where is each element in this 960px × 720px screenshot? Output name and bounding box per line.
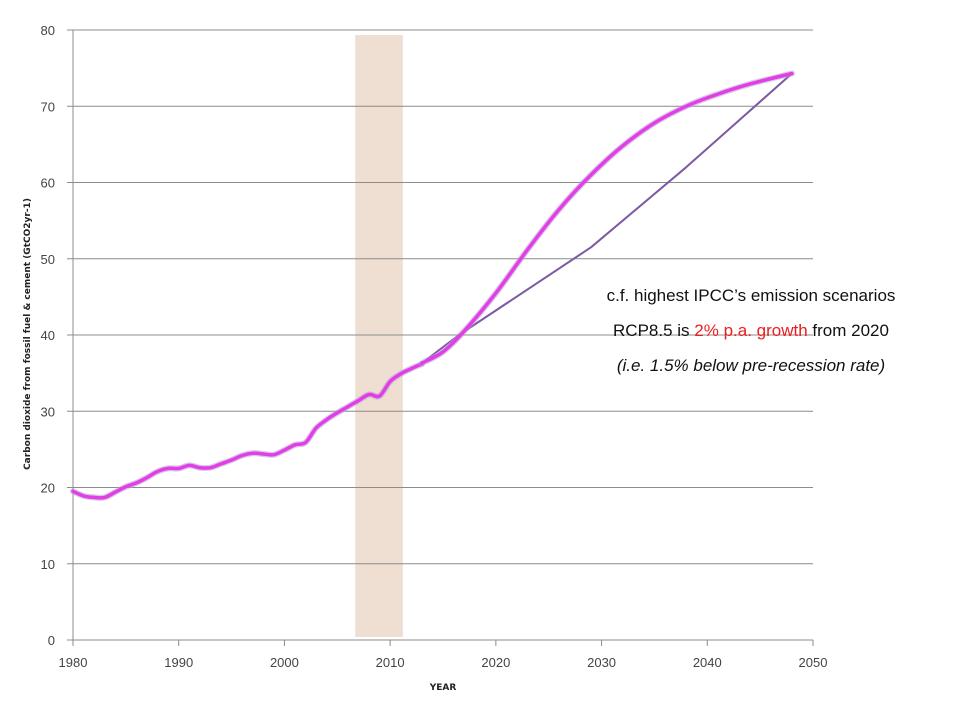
annotation-growth-highlight: 2% p.a. growth <box>694 321 808 340</box>
x-tick-label: 2000 <box>270 655 299 670</box>
series-lines <box>70 70 795 501</box>
axes <box>67 29 814 646</box>
historical-emissions-line <box>71 362 424 500</box>
annotation-line-1: c.f. highest IPCC’s emission scenarios <box>606 286 896 305</box>
y-tick-label: 0 <box>48 633 55 648</box>
x-tick-label: 2020 <box>481 655 510 670</box>
annotation-line-2: RCP8.5 is 2% p.a. growth from 2020 <box>556 313 946 348</box>
y-tick-label: 70 <box>41 99 55 114</box>
y-tick-label: 30 <box>41 404 55 419</box>
x-tick-label: 2010 <box>376 655 405 670</box>
x-tick-label: 1990 <box>164 655 193 670</box>
high-growth-projection-line <box>420 71 794 365</box>
x-axis-title: YEAR <box>429 683 457 693</box>
y-axis-title: Carbon dioxide from fossil fuel & cement… <box>23 198 33 470</box>
y-tick-label: 80 <box>41 23 55 38</box>
y-tick-label: 10 <box>41 557 55 572</box>
x-tick-label: 1980 <box>59 655 88 670</box>
x-tick-label: 2030 <box>587 655 616 670</box>
linear-projection-line <box>420 72 793 365</box>
y-tick-label: 50 <box>41 252 55 267</box>
annotation-line-3: (i.e. 1.5% below pre-recession rate) <box>616 356 886 375</box>
y-tick-label: 20 <box>41 481 55 496</box>
scenario-annotation: c.f. highest IPCC’s emission scenarios R… <box>556 278 946 383</box>
recession-band-layer <box>355 35 403 637</box>
x-tick-label: 2040 <box>693 655 722 670</box>
recession-band <box>355 35 403 637</box>
annotation-line-2-prefix: RCP8.5 is <box>613 321 695 340</box>
y-tick-label: 60 <box>41 176 55 191</box>
y-tick-label: 40 <box>41 328 55 343</box>
x-tick-label: 2050 <box>799 655 828 670</box>
annotation-line-2-suffix: from 2020 <box>807 321 889 340</box>
